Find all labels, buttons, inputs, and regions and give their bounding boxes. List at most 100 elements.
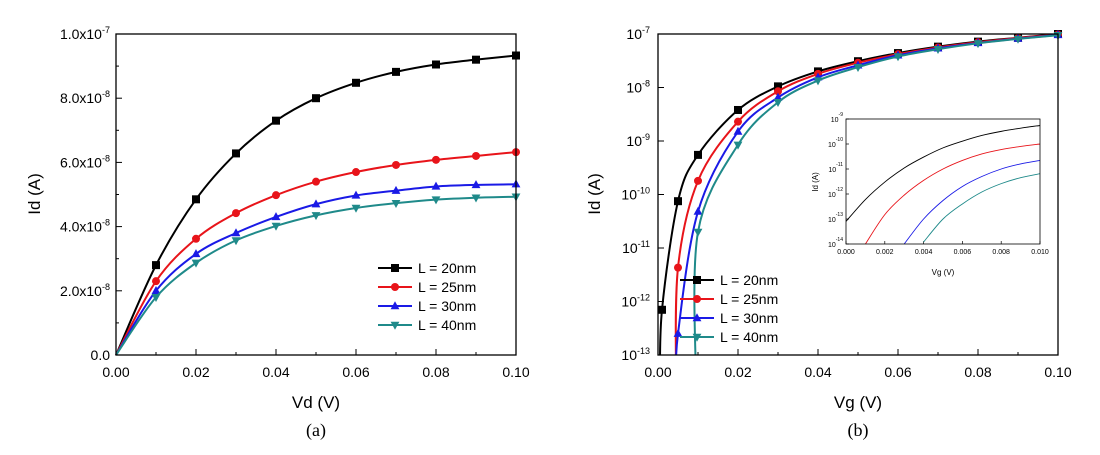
inset-x-tick-label: 0.000 — [837, 249, 855, 256]
data-point — [773, 99, 783, 108]
data-point — [733, 126, 743, 135]
data-point — [231, 228, 241, 237]
x-tick-label: 0.10 — [502, 364, 529, 380]
data-point — [191, 259, 201, 268]
x-tick-label: 0.06 — [342, 364, 369, 380]
panel-a: 0.00 0.02 0.04 0.06 0.08 0.10 0.0 2.0x10-8 4.0x1… — [25, 25, 530, 441]
data-point — [694, 150, 702, 159]
inset-y-tick-label: 10-10 — [828, 137, 843, 149]
inset-x-axis-label: Vg (V) — [932, 268, 955, 277]
panel-b-y-axis-label: Id (A) — [585, 173, 604, 215]
panel-b-x-axis-label: Vg (V) — [834, 393, 882, 412]
legend-entry: L = 30nm — [720, 310, 778, 326]
data-point — [192, 195, 200, 204]
legend-marker — [391, 283, 399, 291]
legend-marker — [693, 295, 701, 303]
x-tick-label: 0.00 — [644, 364, 671, 380]
data-point — [312, 94, 320, 103]
y-tick-label: 10-10 — [621, 186, 650, 203]
data-point — [191, 249, 201, 258]
legend-marker — [693, 276, 701, 284]
x-tick-label: 0.02 — [182, 364, 209, 380]
data-point — [674, 197, 682, 206]
data-point — [272, 116, 280, 125]
data-point — [151, 294, 161, 303]
data-point — [272, 191, 280, 200]
data-point — [432, 60, 440, 69]
data-point — [673, 328, 683, 337]
y-tick-label: 10-7 — [626, 25, 650, 42]
panel-a-caption: (a) — [306, 420, 326, 441]
panel-b-inset: 0.000 0.002 0.004 0.006 0.008 0.010 10-14 10-13… — [811, 112, 1049, 277]
panel-a-legend: L = 20nm L = 25nm L = 30nm L = 40nm — [378, 260, 476, 333]
data-point — [813, 77, 823, 86]
inset-background — [846, 119, 1040, 244]
data-point — [733, 141, 743, 150]
y-tick-label: 10-11 — [622, 239, 650, 256]
data-point — [311, 212, 321, 221]
inset-series — [846, 125, 1040, 244]
data-point — [271, 222, 281, 231]
y-tick-label: 4.0x10-8 — [60, 218, 110, 235]
data-point — [472, 55, 480, 64]
inset-y-tick-label: 10-11 — [828, 162, 843, 174]
x-tick-label: 0.04 — [804, 364, 831, 380]
data-point — [391, 185, 401, 194]
data-point — [392, 160, 400, 169]
data-point — [734, 105, 742, 114]
legend-entry: L = 25nm — [418, 279, 476, 295]
panel-b-caption: (b) — [848, 420, 869, 441]
data-point — [152, 261, 160, 270]
x-tick-label: 0.02 — [724, 364, 751, 380]
data-point — [232, 149, 240, 158]
inset-x-tick-label: 0.008 — [992, 249, 1010, 256]
y-tick-label: 10-12 — [621, 293, 650, 310]
data-point — [694, 176, 702, 185]
inset-x-tick-label: 0.010 — [1031, 249, 1049, 256]
data-point — [472, 151, 480, 160]
panel-a-y-axis-label: Id (A) — [25, 173, 44, 215]
legend-entry: L = 25nm — [720, 291, 778, 307]
inset-y-axis-label: Id (A) — [811, 172, 820, 192]
inset-x-tick-label: 0.006 — [954, 249, 972, 256]
inset-x-tick-label: 0.002 — [876, 249, 894, 256]
panel-b-plot-frame — [657, 33, 1059, 356]
data-point — [431, 181, 441, 190]
panel-a-series — [115, 51, 521, 356]
data-point — [231, 237, 241, 246]
data-point — [774, 82, 782, 91]
panel-b-ticks: 0.00 0.02 0.04 0.06 0.08 0.10 10-13 10-12 10-11 1… — [621, 25, 1071, 380]
data-point — [232, 209, 240, 218]
y-tick-label: 10-8 — [626, 79, 650, 96]
inset-plot-frame — [845, 118, 1041, 245]
legend-marker — [390, 301, 400, 310]
data-point — [352, 78, 360, 87]
legend-entry: L = 40nm — [418, 317, 476, 333]
legend-entry: L = 40nm — [720, 329, 778, 345]
inset-series-line — [923, 173, 1040, 243]
inset-series-line — [865, 143, 1040, 244]
x-tick-label: 0.06 — [884, 364, 911, 380]
data-point — [471, 194, 481, 203]
y-tick-label: 8.0x10-8 — [60, 89, 110, 106]
y-tick-label: 10-13 — [621, 346, 650, 363]
inset-y-tick-label: 10-14 — [828, 237, 843, 249]
legend-entry: L = 20nm — [720, 272, 778, 288]
data-point — [853, 63, 863, 72]
data-point — [271, 212, 281, 221]
data-point — [351, 204, 361, 213]
data-point — [431, 196, 441, 205]
legend-marker — [390, 321, 400, 330]
inset-y-tick-label: 10-9 — [831, 112, 843, 124]
data-point — [192, 234, 200, 243]
data-point — [933, 45, 943, 54]
x-tick-label: 0.10 — [1044, 364, 1071, 380]
data-point — [893, 53, 903, 62]
panel-b-series — [658, 30, 1063, 355]
data-point — [674, 263, 682, 272]
legend-marker — [692, 333, 702, 342]
data-point — [151, 286, 161, 294]
data-point — [392, 67, 400, 76]
inset-y-tick-label: 10-12 — [828, 187, 843, 199]
